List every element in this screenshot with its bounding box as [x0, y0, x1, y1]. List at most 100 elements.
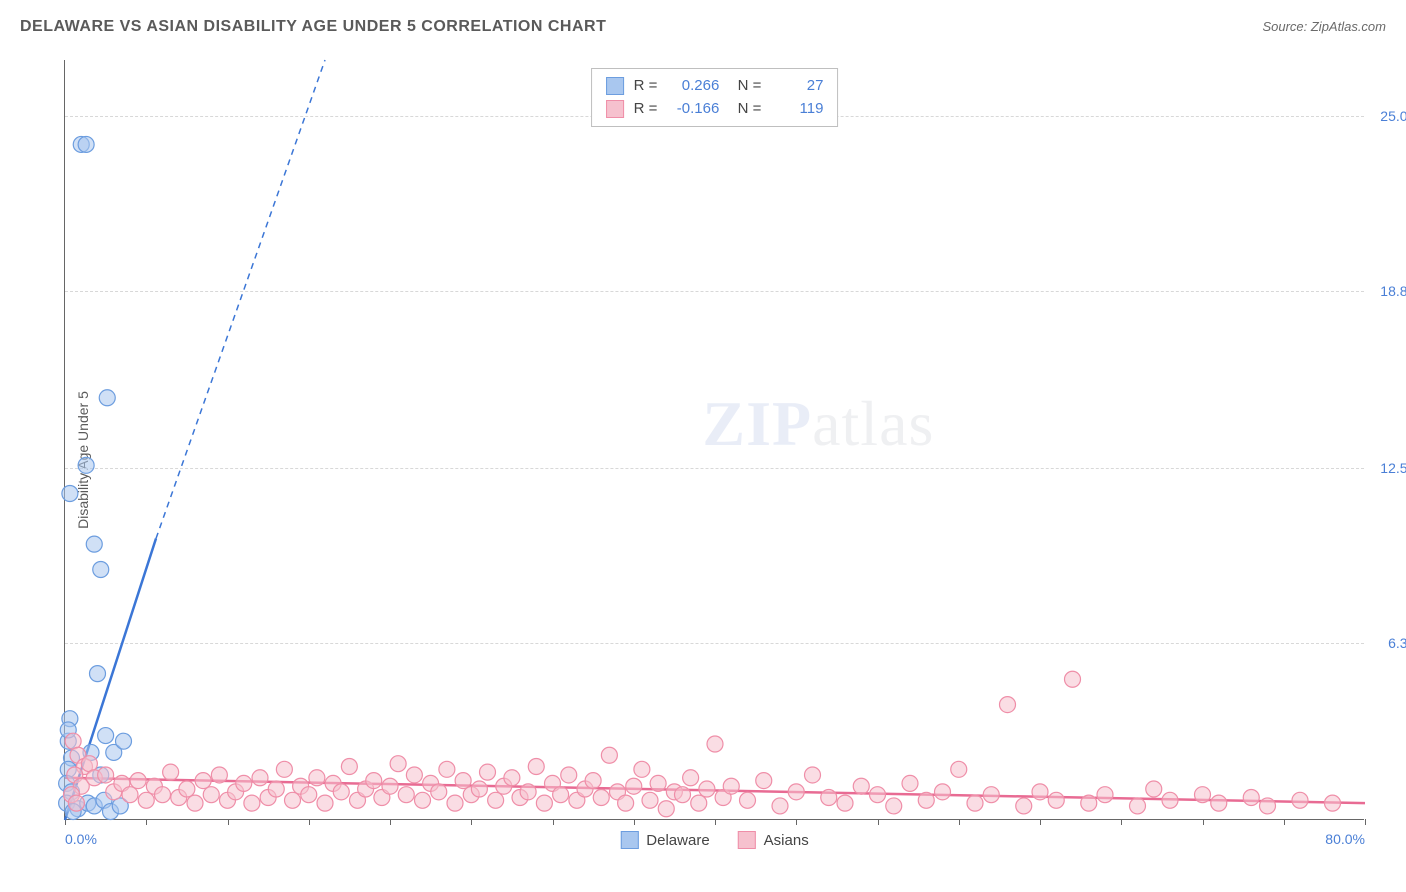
- data-point: [390, 756, 406, 772]
- x-tick: [228, 819, 229, 825]
- data-point: [853, 778, 869, 794]
- data-point: [455, 773, 471, 789]
- data-point: [138, 792, 154, 808]
- data-point: [163, 764, 179, 780]
- data-point: [276, 761, 292, 777]
- data-point: [86, 536, 102, 552]
- y-tick-label: 25.0%: [1380, 108, 1406, 124]
- data-point: [504, 770, 520, 786]
- data-point: [309, 770, 325, 786]
- x-tick: [1040, 819, 1041, 825]
- source-attribution: Source: ZipAtlas.com: [1262, 18, 1386, 36]
- data-point: [130, 773, 146, 789]
- data-point: [317, 795, 333, 811]
- y-tick-label: 6.3%: [1388, 635, 1406, 651]
- x-tick: [1284, 819, 1285, 825]
- data-point: [658, 801, 674, 817]
- data-point: [98, 767, 114, 783]
- data-point: [333, 784, 349, 800]
- x-tick-label: 0.0%: [65, 831, 97, 847]
- data-point: [707, 736, 723, 752]
- series-legend: Delaware Asians: [620, 831, 808, 849]
- data-point: [179, 781, 195, 797]
- data-point: [471, 781, 487, 797]
- data-point: [415, 792, 431, 808]
- x-tick: [1203, 819, 1204, 825]
- data-point: [1097, 787, 1113, 803]
- data-point: [78, 457, 94, 473]
- data-point: [268, 781, 284, 797]
- data-point: [382, 778, 398, 794]
- data-point: [601, 747, 617, 763]
- series-legend-label: Asians: [764, 832, 809, 849]
- data-point: [187, 795, 203, 811]
- legend-swatch: [606, 100, 624, 118]
- source-name: ZipAtlas.com: [1311, 19, 1386, 34]
- x-tick: [634, 819, 635, 825]
- legend-swatch: [606, 77, 624, 95]
- data-point: [821, 789, 837, 805]
- data-point: [252, 770, 268, 786]
- data-point: [398, 787, 414, 803]
- x-tick: [309, 819, 310, 825]
- data-point: [983, 787, 999, 803]
- data-point: [886, 798, 902, 814]
- data-point: [805, 767, 821, 783]
- data-point: [244, 795, 260, 811]
- data-point: [561, 767, 577, 783]
- legend-row: R =0.266 N =27: [606, 75, 824, 98]
- chart-title: DELAWARE VS ASIAN DISABILITY AGE UNDER 5…: [20, 18, 606, 36]
- x-tick-label: 80.0%: [1325, 831, 1365, 847]
- data-point: [1000, 697, 1016, 713]
- legend-row: R =-0.166 N =119: [606, 98, 824, 121]
- plot-area: ZIPatlas R =0.266 N =27R =-0.166 N =119 …: [64, 60, 1364, 820]
- data-point: [341, 759, 357, 775]
- data-point: [62, 485, 78, 501]
- data-point: [195, 773, 211, 789]
- data-point: [122, 787, 138, 803]
- data-point: [683, 770, 699, 786]
- data-point: [116, 733, 132, 749]
- data-point: [1260, 798, 1276, 814]
- data-point: [78, 136, 94, 152]
- scatter-svg: [65, 60, 1364, 819]
- legend-r-value: 0.266: [667, 75, 719, 98]
- data-point: [1032, 784, 1048, 800]
- source-prefix: Source:: [1262, 19, 1310, 34]
- legend-n-value: 27: [771, 75, 823, 98]
- data-point: [723, 778, 739, 794]
- series-legend-label: Delaware: [646, 832, 709, 849]
- data-point: [788, 784, 804, 800]
- data-point: [1292, 792, 1308, 808]
- data-point: [1195, 787, 1211, 803]
- data-point: [902, 775, 918, 791]
- chart-container: Disability Age Under 5 ZIPatlas R =0.266…: [20, 50, 1386, 870]
- data-point: [691, 795, 707, 811]
- data-point: [447, 795, 463, 811]
- data-point: [203, 787, 219, 803]
- x-tick: [471, 819, 472, 825]
- series-legend-item: Asians: [738, 831, 809, 849]
- data-point: [1325, 795, 1341, 811]
- data-point: [837, 795, 853, 811]
- y-tick-label: 18.8%: [1380, 283, 1406, 299]
- data-point: [634, 761, 650, 777]
- data-point: [772, 798, 788, 814]
- trend-dashed: [156, 60, 325, 539]
- data-point: [951, 761, 967, 777]
- series-legend-item: Delaware: [620, 831, 709, 849]
- x-tick: [146, 819, 147, 825]
- data-point: [536, 795, 552, 811]
- data-point: [480, 764, 496, 780]
- data-point: [918, 792, 934, 808]
- data-point: [675, 787, 691, 803]
- data-point: [553, 787, 569, 803]
- data-point: [650, 775, 666, 791]
- legend-r-value: -0.166: [667, 98, 719, 121]
- legend-n-value: 119: [771, 98, 823, 121]
- data-point: [68, 795, 84, 811]
- data-point: [301, 787, 317, 803]
- legend-n-label: N =: [729, 98, 761, 121]
- data-point: [98, 728, 114, 744]
- legend-n-label: N =: [729, 75, 761, 98]
